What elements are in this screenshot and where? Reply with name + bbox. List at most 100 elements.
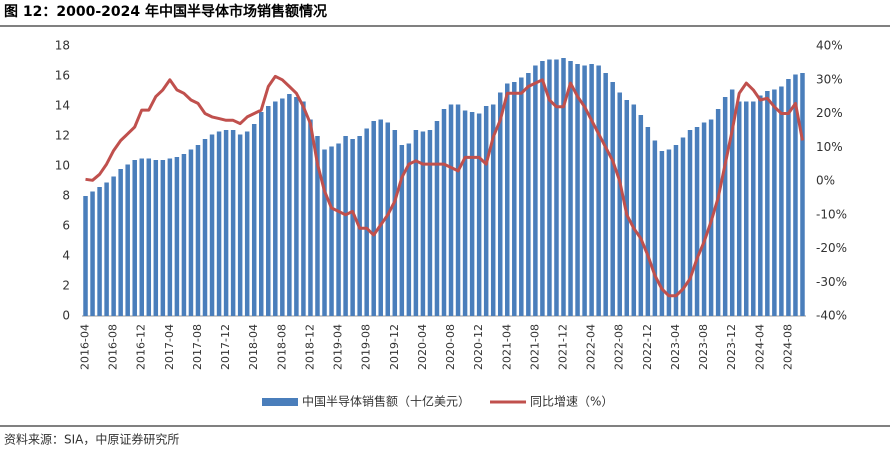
x-tick-label: 2018-12 [303, 324, 316, 370]
bar [104, 182, 109, 316]
x-tick-label: 2020-08 [444, 324, 457, 370]
bar [596, 65, 601, 316]
bar [294, 97, 299, 316]
bar [568, 61, 573, 316]
bar [800, 73, 805, 316]
bar [455, 104, 461, 316]
bar [371, 121, 376, 316]
x-tick-label: 2022-12 [641, 324, 654, 370]
bar [547, 59, 552, 316]
x-tick-label: 2021-12 [556, 324, 569, 370]
line [85, 74, 804, 298]
bar [786, 79, 791, 316]
bar [765, 91, 770, 316]
x-tick-label: 2016-04 [79, 324, 92, 370]
bar [554, 59, 559, 316]
y-tick-label: 6 [62, 219, 70, 233]
bar [97, 187, 102, 316]
bar [736, 101, 742, 316]
bar [378, 119, 383, 316]
bar [519, 77, 524, 316]
bar [111, 176, 116, 316]
bar [483, 106, 489, 316]
bar [230, 130, 236, 316]
x-tick-label: 2022-04 [585, 324, 598, 370]
bar [237, 134, 243, 316]
y2-tick-label: 0% [816, 174, 835, 188]
bar [779, 86, 784, 316]
bar [434, 121, 440, 316]
bar [420, 131, 426, 316]
x-tick-label: 2019-12 [388, 324, 401, 370]
bar [715, 109, 721, 316]
bar [666, 149, 672, 316]
bar [694, 127, 700, 316]
x-tick-label: 2020-12 [472, 324, 485, 370]
x-tick-label: 2020-04 [416, 324, 429, 370]
bar [244, 131, 250, 316]
bar [427, 130, 433, 316]
x-tick-label: 2022-08 [613, 324, 626, 370]
x-tick-label: 2019-04 [332, 324, 345, 370]
bar [251, 124, 257, 316]
bar [308, 119, 313, 316]
bar [617, 92, 622, 316]
bar [132, 160, 137, 316]
legend-label: 中国半导体销售额（十亿美元） [302, 394, 470, 409]
bar [315, 136, 320, 316]
bar [575, 64, 580, 316]
bar [195, 145, 201, 316]
bar [139, 158, 144, 316]
bar [744, 101, 749, 316]
x-tick-label: 2019-08 [360, 324, 373, 370]
bar [561, 58, 566, 316]
y2-tick-label: -30% [816, 275, 847, 289]
bar [526, 73, 531, 316]
bar [399, 145, 405, 316]
bar [751, 101, 756, 316]
bar [631, 104, 637, 316]
y-tick-label: 4 [62, 249, 70, 263]
y-tick-label: 10 [55, 159, 70, 173]
y-tick-label: 2 [62, 279, 70, 293]
bar [83, 196, 88, 316]
bar [652, 140, 658, 316]
bar [174, 157, 180, 316]
x-tick-label: 2016-12 [135, 324, 148, 370]
y2-tick-label: -20% [816, 241, 847, 255]
x-tick-label: 2017-08 [191, 324, 204, 370]
bar [701, 122, 707, 316]
bar [476, 113, 482, 316]
bar [301, 101, 306, 316]
bar [350, 139, 355, 316]
x-tick-label: 2021-04 [500, 324, 513, 370]
y2-tick-label: 30% [816, 72, 843, 86]
bar [673, 145, 679, 316]
x-tick-label: 2024-04 [753, 324, 766, 370]
bar [448, 104, 454, 316]
y-tick-label: 12 [55, 129, 70, 143]
bar [469, 112, 475, 316]
y-tick-label: 0 [62, 309, 70, 323]
bar [680, 137, 686, 316]
y-tick-label: 8 [62, 189, 70, 203]
y2-tick-label: -10% [816, 207, 847, 221]
y2-tick-label: 10% [816, 140, 843, 154]
bar [645, 127, 651, 316]
bar [582, 65, 587, 316]
bar [392, 130, 398, 316]
bar [490, 104, 496, 316]
bar [441, 109, 447, 316]
bar [533, 65, 538, 316]
y2-tick-label: 20% [816, 106, 843, 120]
bar [364, 128, 369, 316]
x-tick-label: 2017-04 [163, 324, 176, 370]
bar [336, 143, 341, 316]
bar [343, 136, 348, 316]
x-tick-label: 2024-08 [781, 324, 794, 370]
bar [280, 98, 285, 316]
x-tick-label: 2017-12 [219, 324, 232, 370]
bar [90, 191, 95, 316]
x-tick-label: 2018-08 [275, 324, 288, 370]
bar [181, 154, 187, 316]
